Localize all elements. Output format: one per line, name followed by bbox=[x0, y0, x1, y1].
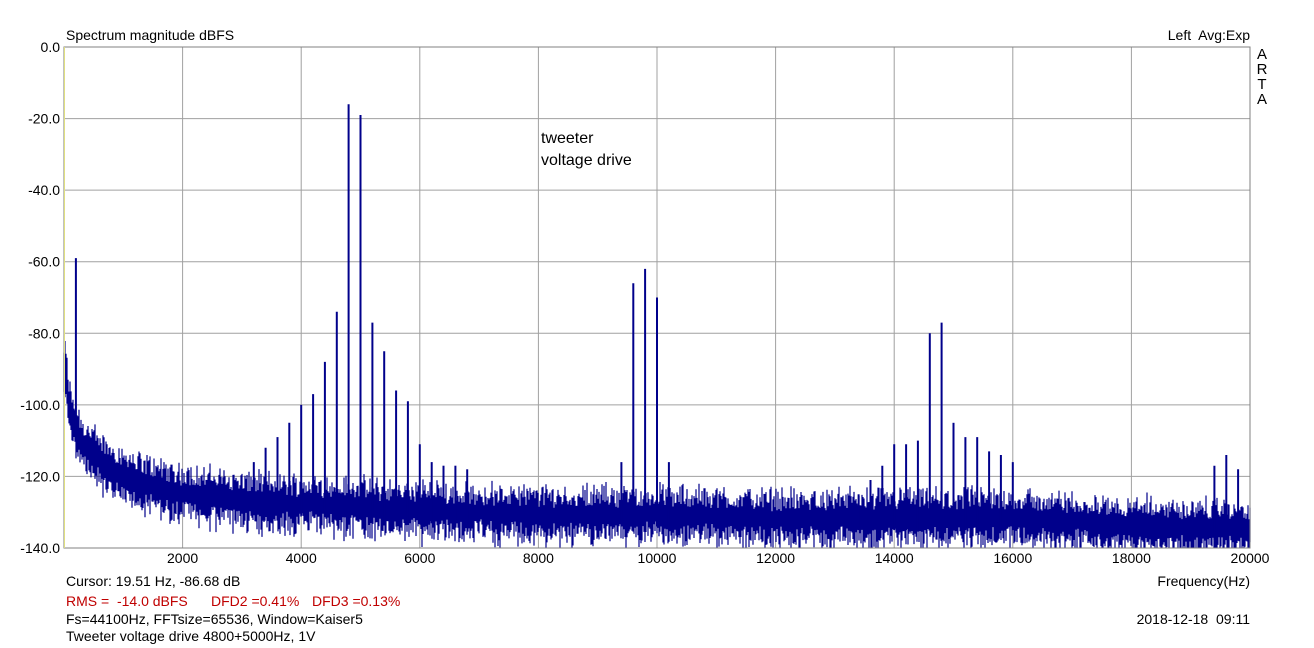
y-tick-label: -80.0 bbox=[28, 325, 60, 341]
measurement-params: Fs=44100Hz, FFTsize=65536, Window=Kaiser… bbox=[66, 611, 363, 627]
x-tick-label: 2000 bbox=[167, 550, 198, 566]
annotation-line-1: tweeter bbox=[541, 130, 594, 147]
arta-logo: A R T A bbox=[1256, 47, 1268, 107]
brand-letter: T bbox=[1257, 76, 1267, 93]
timestamp: 2018-12-18 09:11 bbox=[1136, 611, 1250, 627]
x-tick-label: 4000 bbox=[286, 550, 317, 566]
y-tick-label: 0.0 bbox=[41, 39, 61, 55]
x-tick-label: 12000 bbox=[756, 550, 795, 566]
y-tick-label: -60.0 bbox=[28, 254, 60, 270]
y-tick-label: -20.0 bbox=[28, 111, 60, 127]
chart-title: Spectrum magnitude dBFS bbox=[66, 27, 235, 43]
y-tick-label: -100.0 bbox=[20, 397, 60, 413]
x-tick-labels: 2000 4000 6000 8000 10000 12000 14000 16000 1800… bbox=[167, 550, 1270, 566]
dfd3-readout: DFD3 =0.13% bbox=[312, 593, 401, 609]
brand-letter: A bbox=[1256, 91, 1267, 108]
y-tick-label: -120.0 bbox=[20, 468, 60, 484]
x-tick-label: 8000 bbox=[523, 550, 554, 566]
dfd2-readout: DFD2 =0.41% bbox=[211, 593, 300, 609]
x-tick-label: 6000 bbox=[404, 550, 435, 566]
x-tick-label: 16000 bbox=[993, 550, 1032, 566]
y-tick-label: -140.0 bbox=[20, 540, 60, 556]
x-tick-label: 10000 bbox=[638, 550, 677, 566]
y-tick-label: -40.0 bbox=[28, 182, 60, 198]
rms-readout: RMS = -14.0 dBFS bbox=[66, 593, 188, 609]
brand-letter: A bbox=[1256, 46, 1267, 63]
x-tick-label: 20000 bbox=[1231, 550, 1270, 566]
x-tick-label: 14000 bbox=[875, 550, 914, 566]
cursor-readout: Cursor: 19.51 Hz, -86.68 dB bbox=[66, 573, 241, 589]
trace-group bbox=[63, 104, 1251, 548]
x-axis-label: Frequency(Hz) bbox=[1157, 573, 1250, 589]
annotation-line-2: voltage drive bbox=[541, 152, 632, 169]
measurement-description: Tweeter voltage drive 4800+5000Hz, 1V bbox=[66, 628, 316, 644]
y-tick-labels: 0.0 -20.0 -40.0 -60.0 -80.0 -100.0 -120.0 -140.… bbox=[20, 39, 60, 556]
x-tick-label: 18000 bbox=[1112, 550, 1151, 566]
brand-letter: R bbox=[1256, 61, 1268, 78]
channel-label: Left Avg:Exp bbox=[1167, 27, 1250, 43]
